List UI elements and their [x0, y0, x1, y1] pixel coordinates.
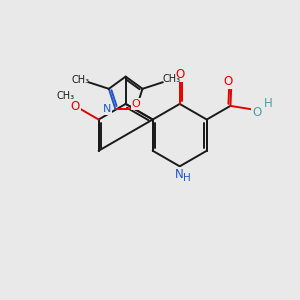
Text: CH₃: CH₃ [71, 75, 90, 85]
Text: N: N [102, 103, 111, 114]
Text: H: H [264, 97, 273, 110]
Text: O: O [71, 100, 80, 113]
Text: O: O [224, 75, 233, 88]
Text: CH₃: CH₃ [57, 91, 75, 101]
Text: O: O [252, 106, 261, 119]
Text: O: O [175, 68, 184, 81]
Text: H: H [183, 172, 190, 183]
Text: N: N [175, 168, 184, 181]
Text: O: O [132, 99, 140, 109]
Text: CH₃: CH₃ [163, 74, 181, 84]
